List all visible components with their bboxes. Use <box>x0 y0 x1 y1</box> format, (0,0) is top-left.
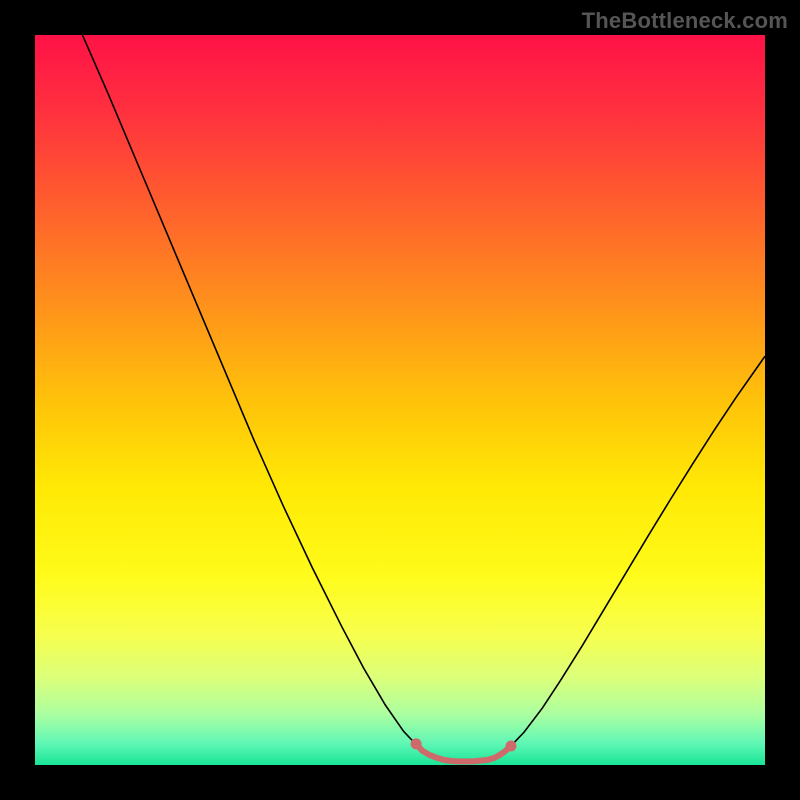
plot-area <box>35 35 765 765</box>
highlight-end-marker <box>505 741 516 752</box>
highlight-start-marker <box>411 738 422 749</box>
chart-frame: TheBottleneck.com <box>0 0 800 800</box>
plot-svg <box>35 35 765 765</box>
watermark-text: TheBottleneck.com <box>582 8 788 34</box>
gradient-background <box>35 35 765 765</box>
